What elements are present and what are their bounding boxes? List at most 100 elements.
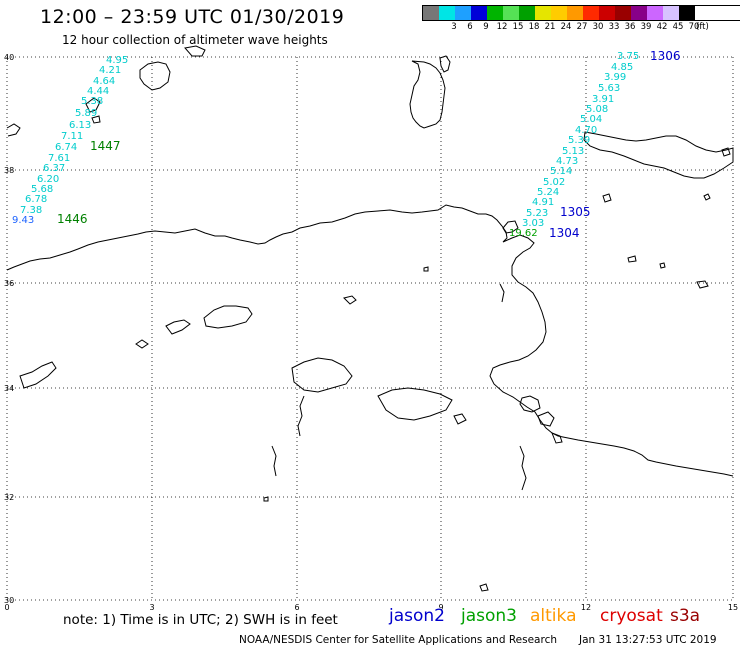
wadi-line-2 (297, 395, 305, 437)
wave-height-color-scale: 3 6 9 12 15 18 21 24 27 30 33 36 39 42 45 70 (ft) (422, 5, 740, 33)
oasis-dot-1 (263, 496, 269, 502)
wave-height-reading: 5.68 (31, 184, 53, 195)
wave-height-reading: 5.04 (580, 114, 602, 125)
color-scale-swatch (503, 6, 519, 20)
corsica-coast (439, 55, 451, 73)
malta-coast (696, 280, 709, 289)
wave-height-reading: 4.21 (99, 65, 121, 76)
wave-height-reading: 7.11 (61, 131, 83, 142)
chott-shape-7 (19, 361, 57, 389)
color-scale-tick-label: 15 (512, 22, 524, 32)
color-scale-tick-label: 70 (688, 22, 700, 32)
legend-jason3: jason3 (461, 606, 517, 626)
wave-height-reading: 5.38 (81, 96, 103, 107)
djerba-island (537, 411, 555, 427)
color-scale-swatch (535, 6, 551, 20)
chott-shape-8 (135, 339, 149, 349)
color-scale-tick-label: 12 (496, 22, 508, 32)
generation-timestamp: Jan 31 13:27:53 UTC 2019 (579, 634, 717, 646)
color-scale-swatch (487, 6, 503, 20)
color-scale-tick-label: 6 (467, 22, 473, 32)
color-scale-swatch (551, 6, 567, 20)
pass-number-label: 1446 (57, 212, 88, 226)
wave-height-reading: 7.61 (48, 153, 70, 164)
wave-height-reading: 5.02 (543, 177, 565, 188)
wave-height-reading: 3.75 (617, 51, 639, 62)
wadi-line-4 (499, 283, 505, 303)
color-scale-tick-label: 9 (483, 22, 489, 32)
chott-shape-3 (343, 295, 357, 305)
formentera-coast (91, 115, 101, 124)
ibiza-coast (85, 97, 101, 113)
color-scale-swatch (647, 6, 663, 20)
latitude-label: 36 (4, 279, 14, 288)
sardinia-islet-2 (721, 147, 731, 157)
latitude-label: 32 (4, 493, 14, 502)
wave-height-reading: 3.03 (522, 218, 544, 229)
color-scale-swatch (599, 6, 615, 20)
linosa-coast (659, 262, 666, 269)
color-scale-tick-label: 30 (592, 22, 604, 32)
latitude-label: 40 (4, 53, 14, 62)
kerkennah-island (551, 432, 563, 444)
wave-height-reading: 6.74 (55, 142, 77, 153)
pantelleria-coast (602, 193, 612, 203)
wave-height-reading: 3.91 (592, 94, 614, 105)
map-labels: 4.954.214.644.445.385.896.137.116.747.61… (12, 49, 681, 240)
map-subtitle: 12 hour collection of altimeter wave hei… (62, 33, 328, 47)
wave-height-reading: 5.63 (598, 83, 620, 94)
wave-height-reading: 4.95 (106, 55, 128, 66)
color-scale-tick-label: 33 (608, 22, 620, 32)
color-scale-labels: 3 6 9 12 15 18 21 24 27 30 33 36 39 42 45 70 (ft) (422, 21, 740, 33)
wave-height-reading: 6.78 (25, 194, 47, 205)
longitude-label: 12 (581, 603, 591, 612)
pass-number-label: 1304 (549, 226, 580, 240)
wave-height-reading: 6.37 (43, 163, 65, 174)
spain-coast-fragment (6, 123, 21, 137)
wave-height-reading: 9.43 (12, 215, 34, 226)
color-scale-swatch (679, 6, 695, 20)
wave-height-reading: 6.20 (37, 174, 59, 185)
color-scale-tick-label: 21 (544, 22, 556, 32)
wave-height-reading: 5.08 (586, 104, 608, 115)
chott-shape-4 (291, 357, 353, 393)
color-scale-tick-label: 36 (624, 22, 636, 32)
galite-island (423, 266, 429, 272)
color-scale-tick-label: 42 (656, 22, 668, 32)
longitude-label: 0 (4, 603, 9, 612)
wave-height-reading: 4.85 (611, 62, 633, 73)
sicily-coast (583, 131, 734, 179)
map-title: 12:00 – 23:59 UTC 01/30/2019 (40, 6, 345, 28)
legend-s3a: s3a (670, 606, 701, 626)
legend-jason2: jason2 (389, 606, 445, 626)
wave-height-reading: 5.13 (562, 146, 584, 157)
color-scale-tick-label: 3 (451, 22, 457, 32)
longitude-label: 6 (294, 603, 299, 612)
chott-shape-1 (165, 319, 191, 335)
north-africa-coastline (6, 204, 734, 477)
pass-number-label: 1447 (90, 139, 121, 153)
color-scale-unit: (ft) (696, 22, 709, 32)
wave-height-reading: 4.91 (532, 197, 554, 208)
wave-height-reading: 19.62 (509, 228, 538, 239)
color-scale-swatch (663, 6, 679, 20)
wave-height-reading: 5.89 (75, 108, 97, 119)
longitude-label: 3 (149, 603, 154, 612)
wave-height-reading: 5.24 (537, 187, 559, 198)
sardinia-islet-1 (703, 193, 711, 201)
chott-shape-5 (377, 387, 453, 421)
color-scale-swatch (519, 6, 535, 20)
coastlines (6, 45, 734, 592)
wave-height-reading: 7.38 (20, 205, 42, 216)
mallorca-coast (139, 61, 171, 91)
tunisia-cap-bon (502, 220, 519, 234)
color-scale-swatch (423, 6, 439, 20)
color-scale-tick-label: 18 (528, 22, 540, 32)
color-scale-swatch (583, 6, 599, 20)
lampedusa-coast (627, 255, 637, 263)
legend-cryosat: cryosat (600, 606, 663, 626)
color-scale-tick-label: 27 (576, 22, 588, 32)
color-scale-tick-label: 45 (672, 22, 684, 32)
longitude-label: 9 (438, 603, 443, 612)
